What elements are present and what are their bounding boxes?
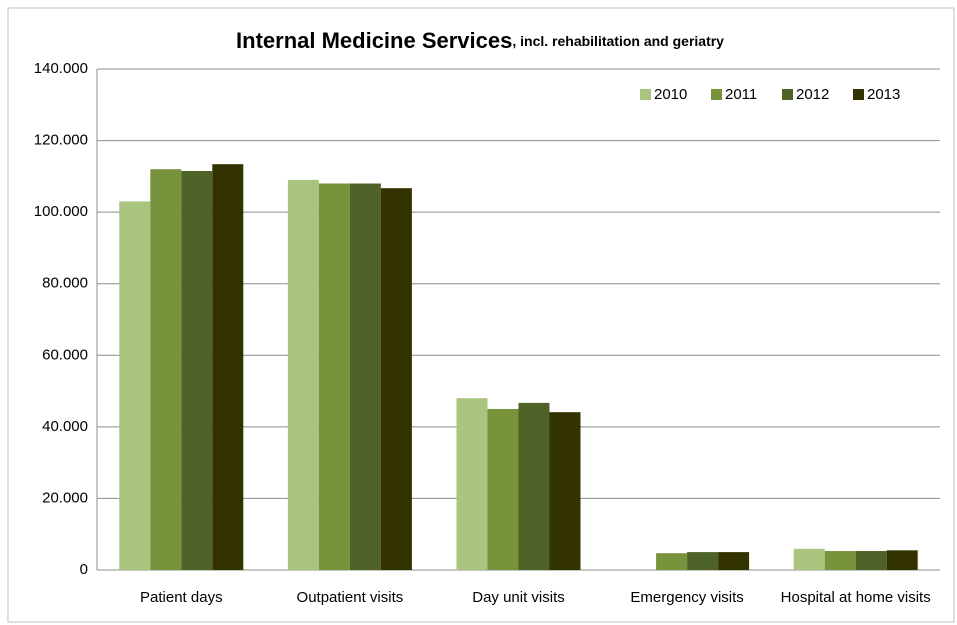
legend-label: 2012 <box>796 86 829 103</box>
bar <box>181 170 213 570</box>
legend-swatch <box>711 89 722 100</box>
legend-swatch <box>782 89 793 100</box>
bar <box>456 398 488 570</box>
x-tick-label: Emergency visits <box>630 589 743 606</box>
legend-label: 2010 <box>654 86 687 103</box>
legend-label: 2011 <box>725 86 757 103</box>
chart-title-group: Internal Medicine Services, incl. rehabi… <box>236 28 724 53</box>
y-tick-label: 100.000 <box>34 203 88 220</box>
y-tick-label: 20.000 <box>42 489 88 506</box>
bar <box>287 179 319 570</box>
y-tick-label: 40.000 <box>42 418 88 435</box>
bar <box>793 548 825 570</box>
legend-swatch <box>853 89 864 100</box>
bar <box>549 412 581 570</box>
x-tick-label: Day unit visits <box>472 589 565 606</box>
bar <box>380 188 412 570</box>
y-tick-label: 80.000 <box>42 275 88 292</box>
bar <box>886 550 918 570</box>
bar <box>119 201 151 570</box>
x-tick-label: Hospital at home visits <box>781 589 931 606</box>
y-tick-label: 60.000 <box>42 346 88 363</box>
bar <box>349 183 381 570</box>
bar <box>518 402 550 570</box>
bar <box>487 408 519 570</box>
x-tick-label: Patient days <box>140 589 223 606</box>
bar <box>687 552 719 570</box>
y-tick-label: 0 <box>80 561 88 578</box>
bar <box>212 164 244 570</box>
bar <box>855 551 887 570</box>
bar <box>656 553 688 570</box>
bar <box>824 551 856 570</box>
legend-swatch <box>640 89 651 100</box>
bar <box>318 183 350 570</box>
y-tick-label: 120.000 <box>34 132 88 149</box>
x-tick-label: Outpatient visits <box>297 589 404 606</box>
y-tick-label: 140.000 <box>34 60 88 77</box>
bar <box>718 552 750 570</box>
chart-subtitle: , incl. rehabilitation and geriatry <box>512 33 724 49</box>
bar <box>150 169 182 570</box>
chart-title: Internal Medicine Services <box>236 28 512 53</box>
legend-label: 2013 <box>867 86 900 103</box>
